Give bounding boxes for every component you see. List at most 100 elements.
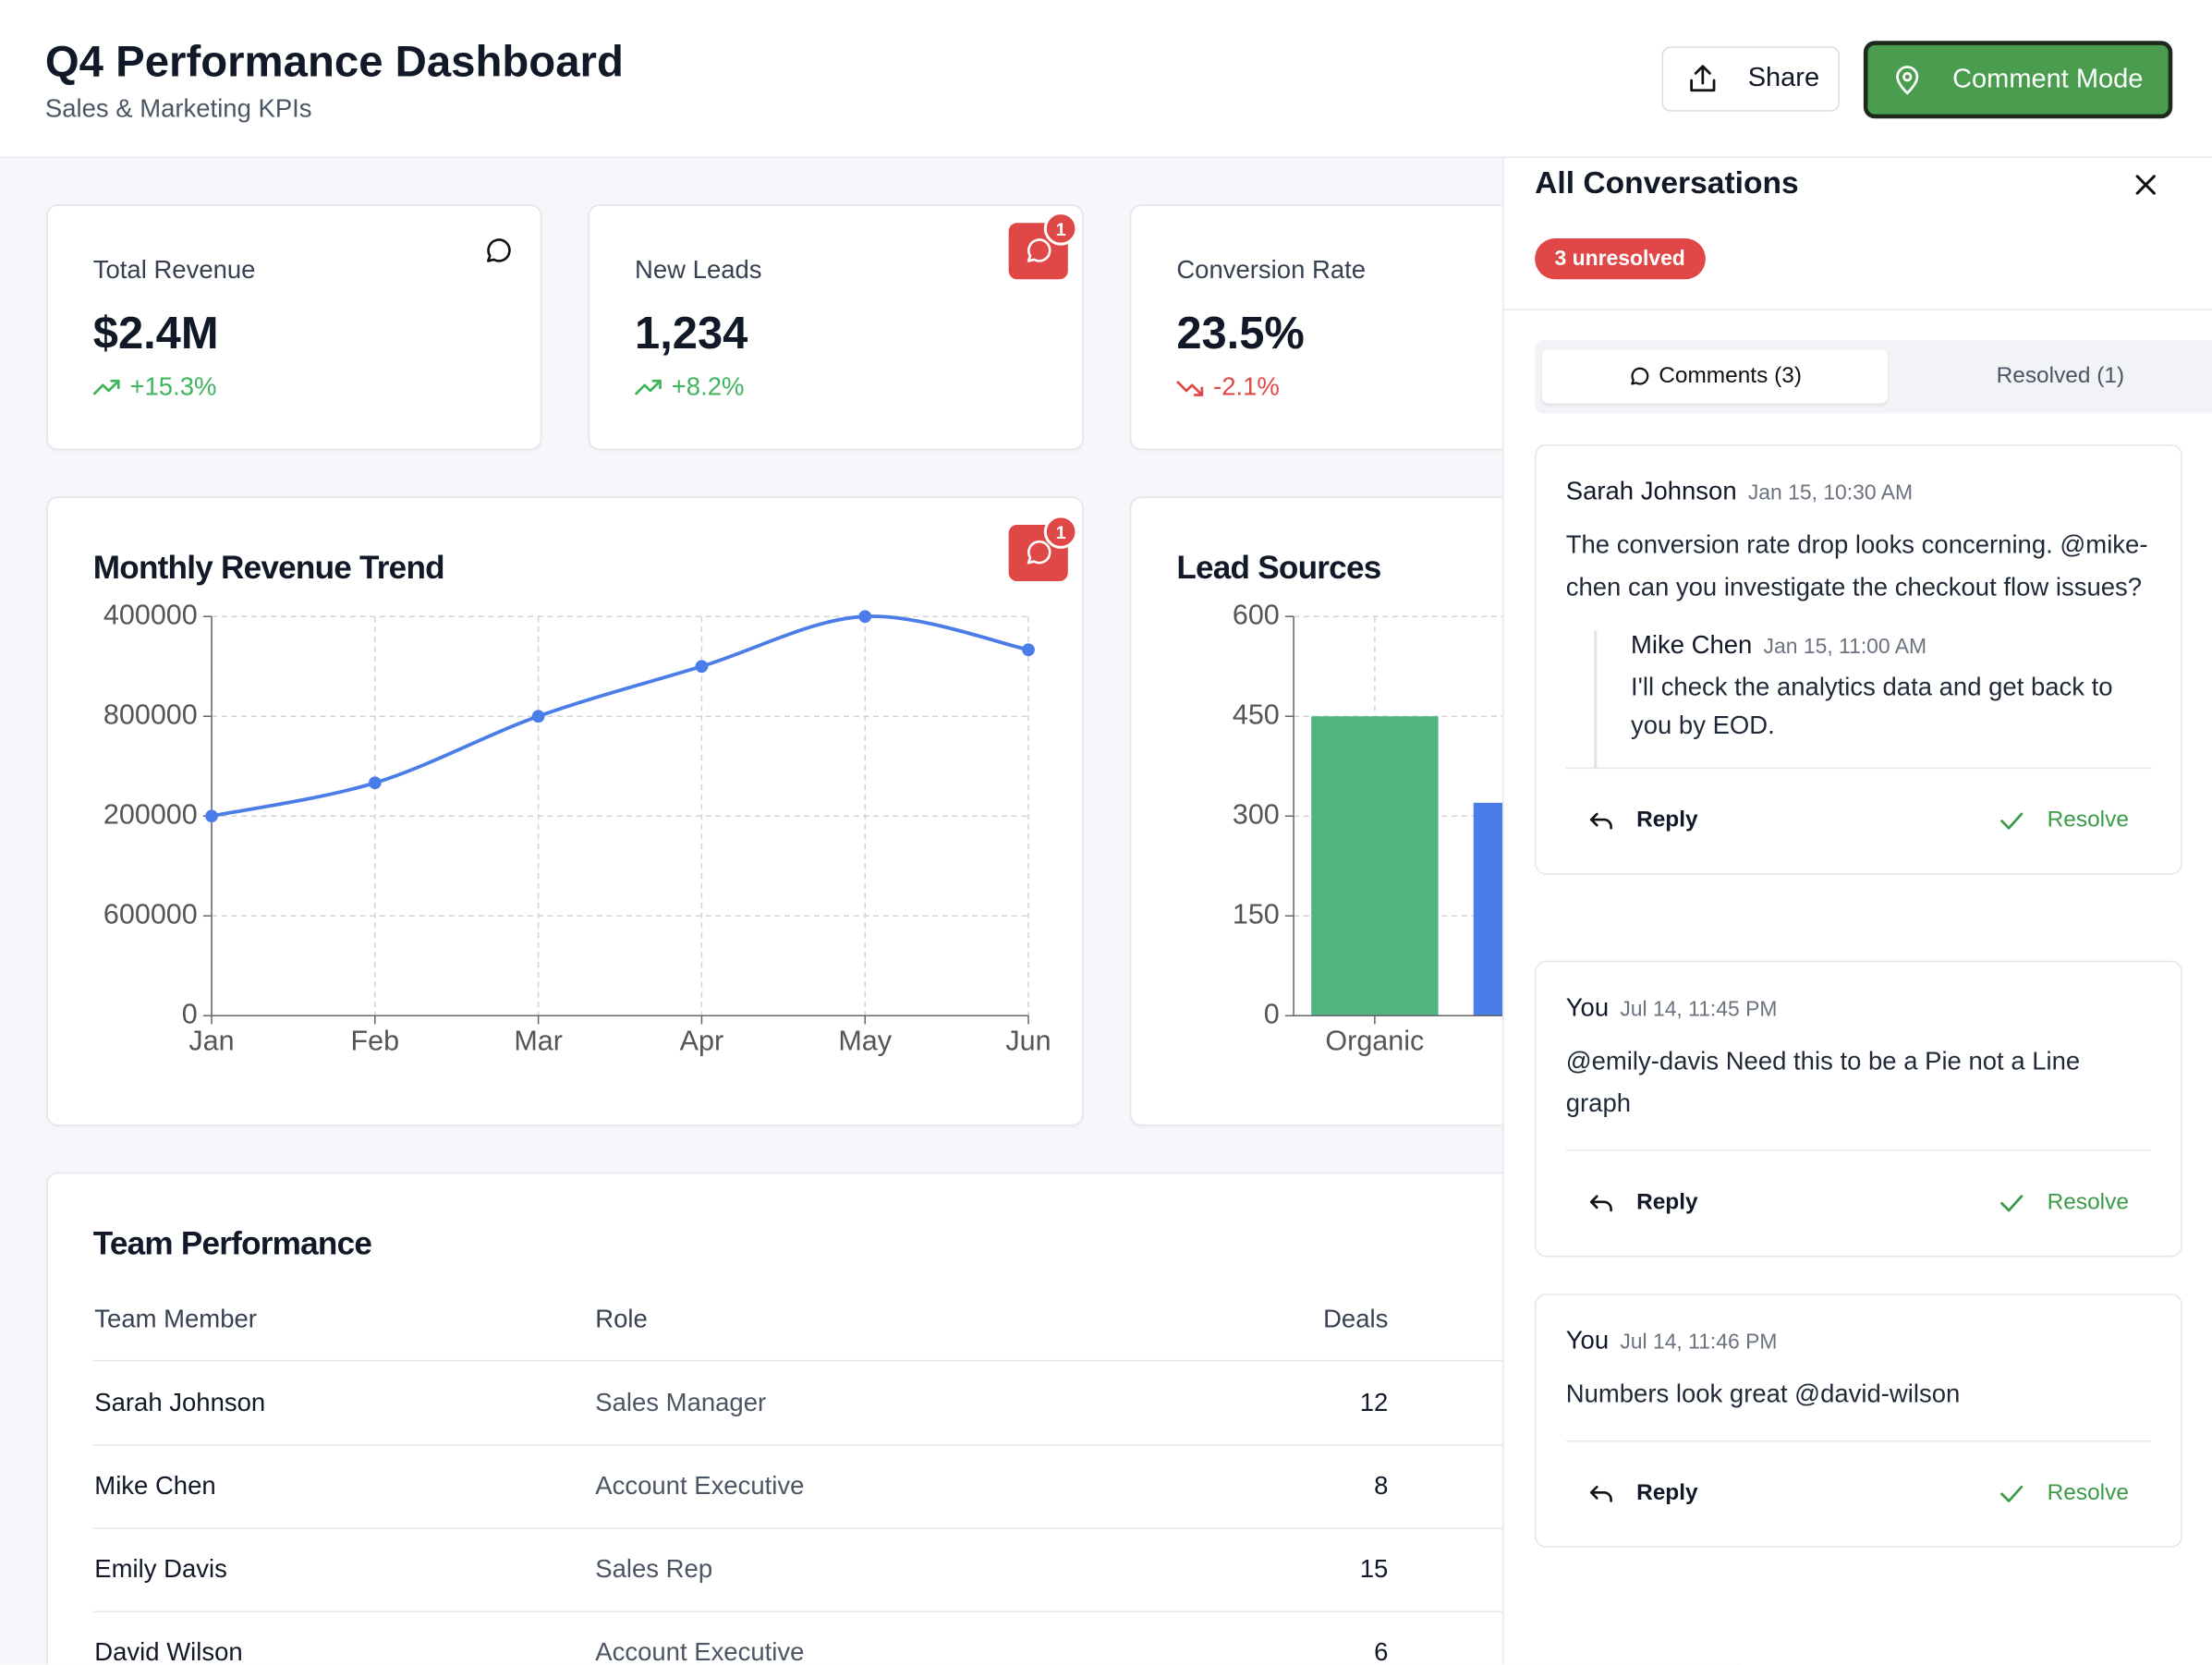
reply-text: I'll check the analytics data and get ba… [1630,673,2113,740]
y-tick-label: 0 [182,998,198,1029]
column-header: Deals [1323,1305,1389,1333]
comment-icon [1630,367,1648,385]
x-tick-label: Apr [680,1025,724,1056]
cell: Emily Davis [94,1554,227,1584]
y-tick-label: 200000 [103,798,198,830]
comment-header: Sarah Johnson Jan 15, 10:30 AM [1566,477,2152,506]
comment-icon [1027,540,1051,565]
comment-text: @emily-davis Need this to be a Pie not a… [1565,1046,2081,1118]
unresolved-badge: 3 unresolved [1535,238,1706,280]
column-header: Team Member [94,1305,257,1333]
kpi-change-text: +8.2% [671,372,745,401]
comment-time: Jan 15, 10:30 AM [1747,480,1914,505]
resolve-label: Resolve [2047,1481,2129,1506]
share-icon [1690,65,1716,92]
reply-author: Mike Chen [1630,630,1753,660]
check-icon [2000,1485,2024,1502]
table-title: Team Performance [92,1224,372,1261]
reply-time: Jan 15, 11:00 AM [1763,635,1927,660]
resolve-label: Resolve [2047,808,2129,832]
cell: 6 [1374,1637,1389,1665]
row-divider [92,1610,1742,1613]
reply-icon [1589,1195,1612,1212]
cell: Account Executive [595,1471,805,1500]
row-divider [92,1359,1742,1362]
resolve-button[interactable]: Resolve [1999,1481,2129,1506]
chart-card: Monthly Revenue Trend 1 [46,496,1084,1126]
comment-text: The conversion rate drop looks concernin… [1565,530,2148,602]
kpi-value: $2.4M [92,307,219,359]
kpi-change-text: +15.3% [129,372,217,401]
comment-actions: Reply Resolve [1565,1440,2152,1547]
trend-icon [1176,380,1204,396]
cell: Mike Chen [94,1471,216,1500]
subtitle: Sales & Marketing KPIs [44,94,312,123]
y-tick-label: 0 [1264,998,1280,1029]
panel-title: All Conversations [1535,164,1799,201]
comment-icon[interactable] [482,236,514,267]
y-tick-label: 450 [1233,699,1280,730]
chart-title: Monthly Revenue Trend [92,548,445,586]
comment-actions: Reply Resolve [1565,1149,2152,1256]
close-button[interactable] [2133,172,2158,197]
comment-header: You Jul 14, 11:46 PM [1566,1326,2152,1355]
comment-actions: Reply Resolve [1565,767,2152,874]
comment-text: Numbers look great @david-wilson [1565,1379,1961,1408]
x-tick-label: Jan [188,1025,234,1056]
resolve-label: Resolve [2047,1190,2129,1215]
kpi-change-text: -2.1% [1213,372,1280,401]
comment-card: You Jul 14, 11:45 PM @emily-davis Need thi… [1535,960,2182,1258]
conversations-panel: All Conversations 3 unresolved Comments … [1502,158,2212,1665]
x-tick-label: Feb [351,1025,400,1056]
y-tick-label: 800000 [103,699,198,730]
tab-label: Comments (3) [1659,363,1802,388]
trend-icon [92,379,120,395]
kpi-change: -2.1% [1176,372,1280,402]
x-tick-label: May [838,1025,892,1056]
resolve-button[interactable]: Resolve [1999,808,2129,833]
comment-card: You Jul 14, 11:46 PM Numbers look great @d… [1535,1294,2182,1548]
kpi-card: 1 New Leads 1,234 +8.2% [588,204,1084,451]
comment-count: 1 [1043,212,1078,246]
reply-header: Mike Chen Jan 15, 11:00 AM [1631,630,2151,660]
header: Q4 Performance Dashboard Sales & Marketi… [0,0,2212,159]
tab-resolved[interactable]: Resolved (1) [1888,350,2212,404]
share-button[interactable]: Share [1661,46,1840,112]
point [1022,643,1035,657]
tab-label: Resolved (1) [1996,363,2125,388]
reply-icon [1589,812,1612,830]
y-tick-label: 150 [1233,898,1280,930]
x-tick-label: Mar [514,1025,563,1056]
y-tick-label: 600000 [103,898,198,930]
x-tick-label: Organic [1325,1025,1424,1056]
reply-label: Reply [1636,1190,1698,1215]
comment-time: Jul 14, 11:45 PM [1620,997,1778,1022]
reply-label: Reply [1636,808,1698,832]
reply-button[interactable]: Reply [1588,1481,1698,1506]
cell: David Wilson [94,1637,243,1665]
comment-mode-label: Comment Mode [1952,64,2144,94]
bar [1311,716,1439,1016]
point [368,776,382,790]
cell: Account Executive [595,1637,805,1665]
resolve-button[interactable]: Resolve [1999,1191,2129,1216]
tab-comments[interactable]: Comments (3) [1541,349,1888,404]
cell: Sales Rep [595,1554,713,1584]
cell: Sales Manager [595,1388,767,1416]
kpi-label: Total Revenue [92,255,256,284]
comment-mode-button[interactable]: Comment Mode [1863,41,2173,119]
pin-icon [1896,65,1919,94]
x-tick-label: Jun [1005,1025,1051,1056]
point [205,809,218,823]
comment-header: You Jul 14, 11:45 PM [1566,993,2152,1023]
row-divider [92,1444,1742,1446]
cell: 15 [1359,1554,1389,1584]
kpi-label: New Leads [635,255,762,284]
reply-button[interactable]: Reply [1588,1190,1698,1216]
kpi-value: 23.5% [1176,307,1305,359]
kpi-label: Conversion Rate [1176,255,1367,284]
reply-button[interactable]: Reply [1588,808,1698,833]
y-tick-label: 400000 [103,599,198,630]
